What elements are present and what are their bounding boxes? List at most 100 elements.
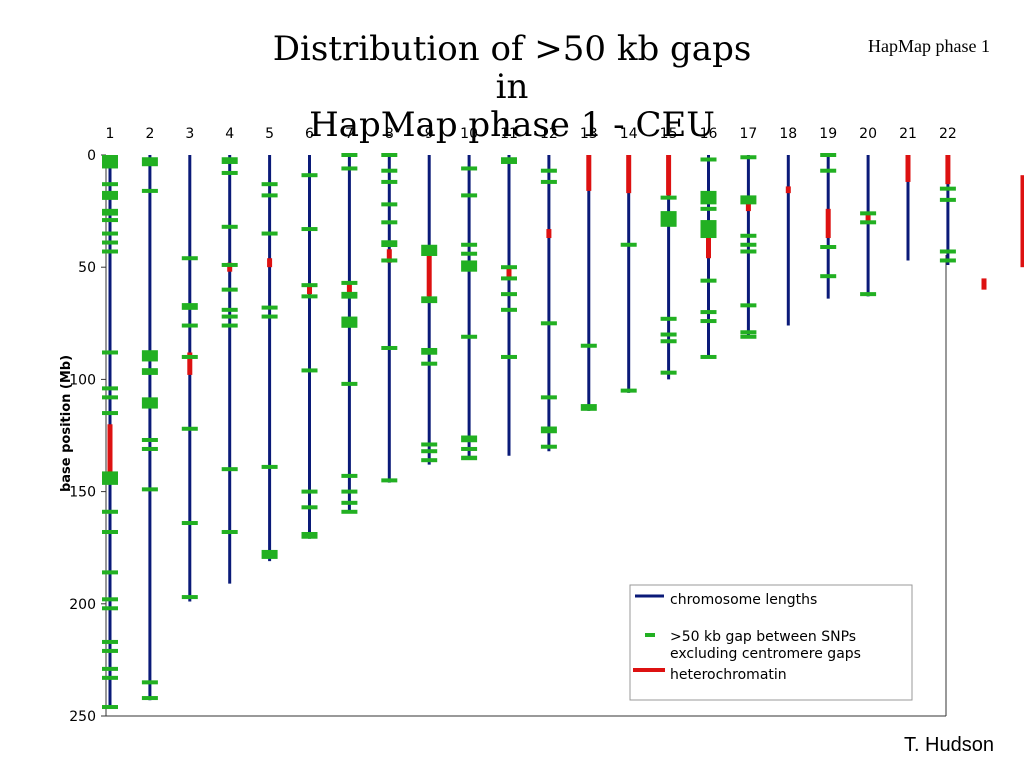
gap-mark [141, 487, 158, 492]
gap-mark [102, 240, 118, 245]
gap-mark [102, 411, 118, 416]
gap-mark [301, 294, 318, 299]
gap-mark [381, 345, 398, 350]
gap-mark [102, 529, 118, 534]
gap-mark [540, 168, 557, 173]
gap-mark [660, 370, 677, 375]
gap-mark [860, 220, 877, 225]
gap-mark [341, 280, 358, 285]
chromosome-label: 2 [145, 126, 154, 142]
chromosome-label: 4 [225, 126, 234, 142]
gap-mark [820, 274, 837, 279]
gap-mark [102, 218, 118, 223]
gap-mark [261, 193, 278, 198]
gap-mark [381, 258, 398, 263]
heterochromatin-mark [626, 155, 632, 194]
gap-mark [740, 242, 757, 247]
gap-mark [181, 303, 198, 310]
y-axis-label: base position (Mb) [59, 355, 74, 492]
gap-mark [740, 334, 757, 339]
chromosome-label: 22 [939, 126, 957, 142]
gap-mark [341, 316, 358, 328]
gap-mark [501, 157, 517, 164]
corner-label: HapMap phase 1 [868, 36, 990, 56]
gap-mark [421, 361, 438, 366]
heterochromatin-mark [107, 424, 113, 474]
gap-mark [301, 283, 318, 288]
chromosome-label: 19 [819, 126, 837, 142]
gap-mark [381, 478, 398, 483]
gap-mark [141, 437, 158, 442]
legend-label-gap: >50 kb gap between SNPs [670, 629, 856, 645]
gap-mark [939, 258, 956, 263]
heterochromatin-mark [666, 155, 672, 196]
chromosome-label: 5 [265, 126, 274, 142]
gap-mark [939, 249, 956, 254]
heterochromatin-mark [267, 258, 273, 268]
chromosome-label: 11 [500, 126, 518, 142]
gap-mark [102, 249, 118, 254]
gap-mark [102, 597, 118, 602]
gap-mark [461, 446, 478, 451]
gap-mark [860, 211, 877, 216]
gap-mark [141, 397, 158, 409]
gap-mark [102, 705, 118, 710]
gap-mark [381, 220, 398, 225]
gap-mark [301, 531, 318, 539]
heterochromatin-mark [905, 155, 911, 182]
gap-mark [141, 157, 158, 167]
gap-mark [540, 321, 557, 326]
gap-mark [620, 388, 637, 393]
gap-mark [221, 224, 238, 229]
chromosome-label: 14 [620, 126, 638, 142]
gap-mark [181, 256, 198, 261]
gap-mark [341, 166, 358, 171]
gap-mark [102, 395, 118, 400]
gap-mark [221, 467, 238, 472]
gap-mark [102, 386, 118, 391]
gap-mark [341, 153, 358, 157]
chromosome-label: 3 [185, 126, 194, 142]
gap-mark [820, 245, 837, 250]
gap-mark [381, 202, 398, 207]
gap-mark [740, 155, 757, 160]
heterochromatin-mark [825, 208, 831, 239]
gap-mark [102, 570, 118, 575]
chromosome-label: 7 [345, 126, 354, 142]
gap-mark [461, 334, 478, 339]
chromosome-label: 20 [859, 126, 877, 142]
chromosome-label: 17 [739, 126, 757, 142]
gap-mark [740, 249, 757, 254]
gap-mark [102, 155, 118, 169]
gap-mark [660, 339, 677, 344]
heterochromatin-mark [346, 282, 352, 295]
gap-mark [341, 381, 358, 386]
gap-mark [740, 195, 757, 205]
gap-mark [660, 332, 677, 337]
author-credit: T. Hudson [903, 734, 994, 756]
gap-mark [341, 473, 358, 478]
chromosome-label: 13 [580, 126, 598, 142]
gap-mark [341, 500, 358, 505]
gap-mark [221, 323, 238, 328]
gap-mark [181, 323, 198, 328]
chromosome-label: 16 [700, 126, 718, 142]
gap-mark [700, 190, 717, 205]
gap-mark [102, 675, 118, 680]
gap-mark [700, 157, 717, 162]
gap-mark [820, 153, 837, 157]
heterochromatin-mark [227, 262, 233, 272]
gap-mark [461, 242, 478, 247]
gap-mark [341, 291, 358, 299]
legend-label-heterochromatin: heterochromatin [670, 667, 787, 683]
gap-mark [700, 220, 717, 239]
gap-mark [102, 509, 118, 514]
gap-mark [221, 314, 238, 319]
gap-mark [261, 182, 278, 187]
heterochromatin-mark [745, 202, 751, 212]
gap-mark [540, 179, 557, 184]
chart-title: Distribution of >50 kb gaps in HapMap ph… [262, 30, 762, 144]
legend-label-gap-line2: excluding centromere gaps [670, 646, 861, 662]
legend-box [629, 584, 913, 701]
